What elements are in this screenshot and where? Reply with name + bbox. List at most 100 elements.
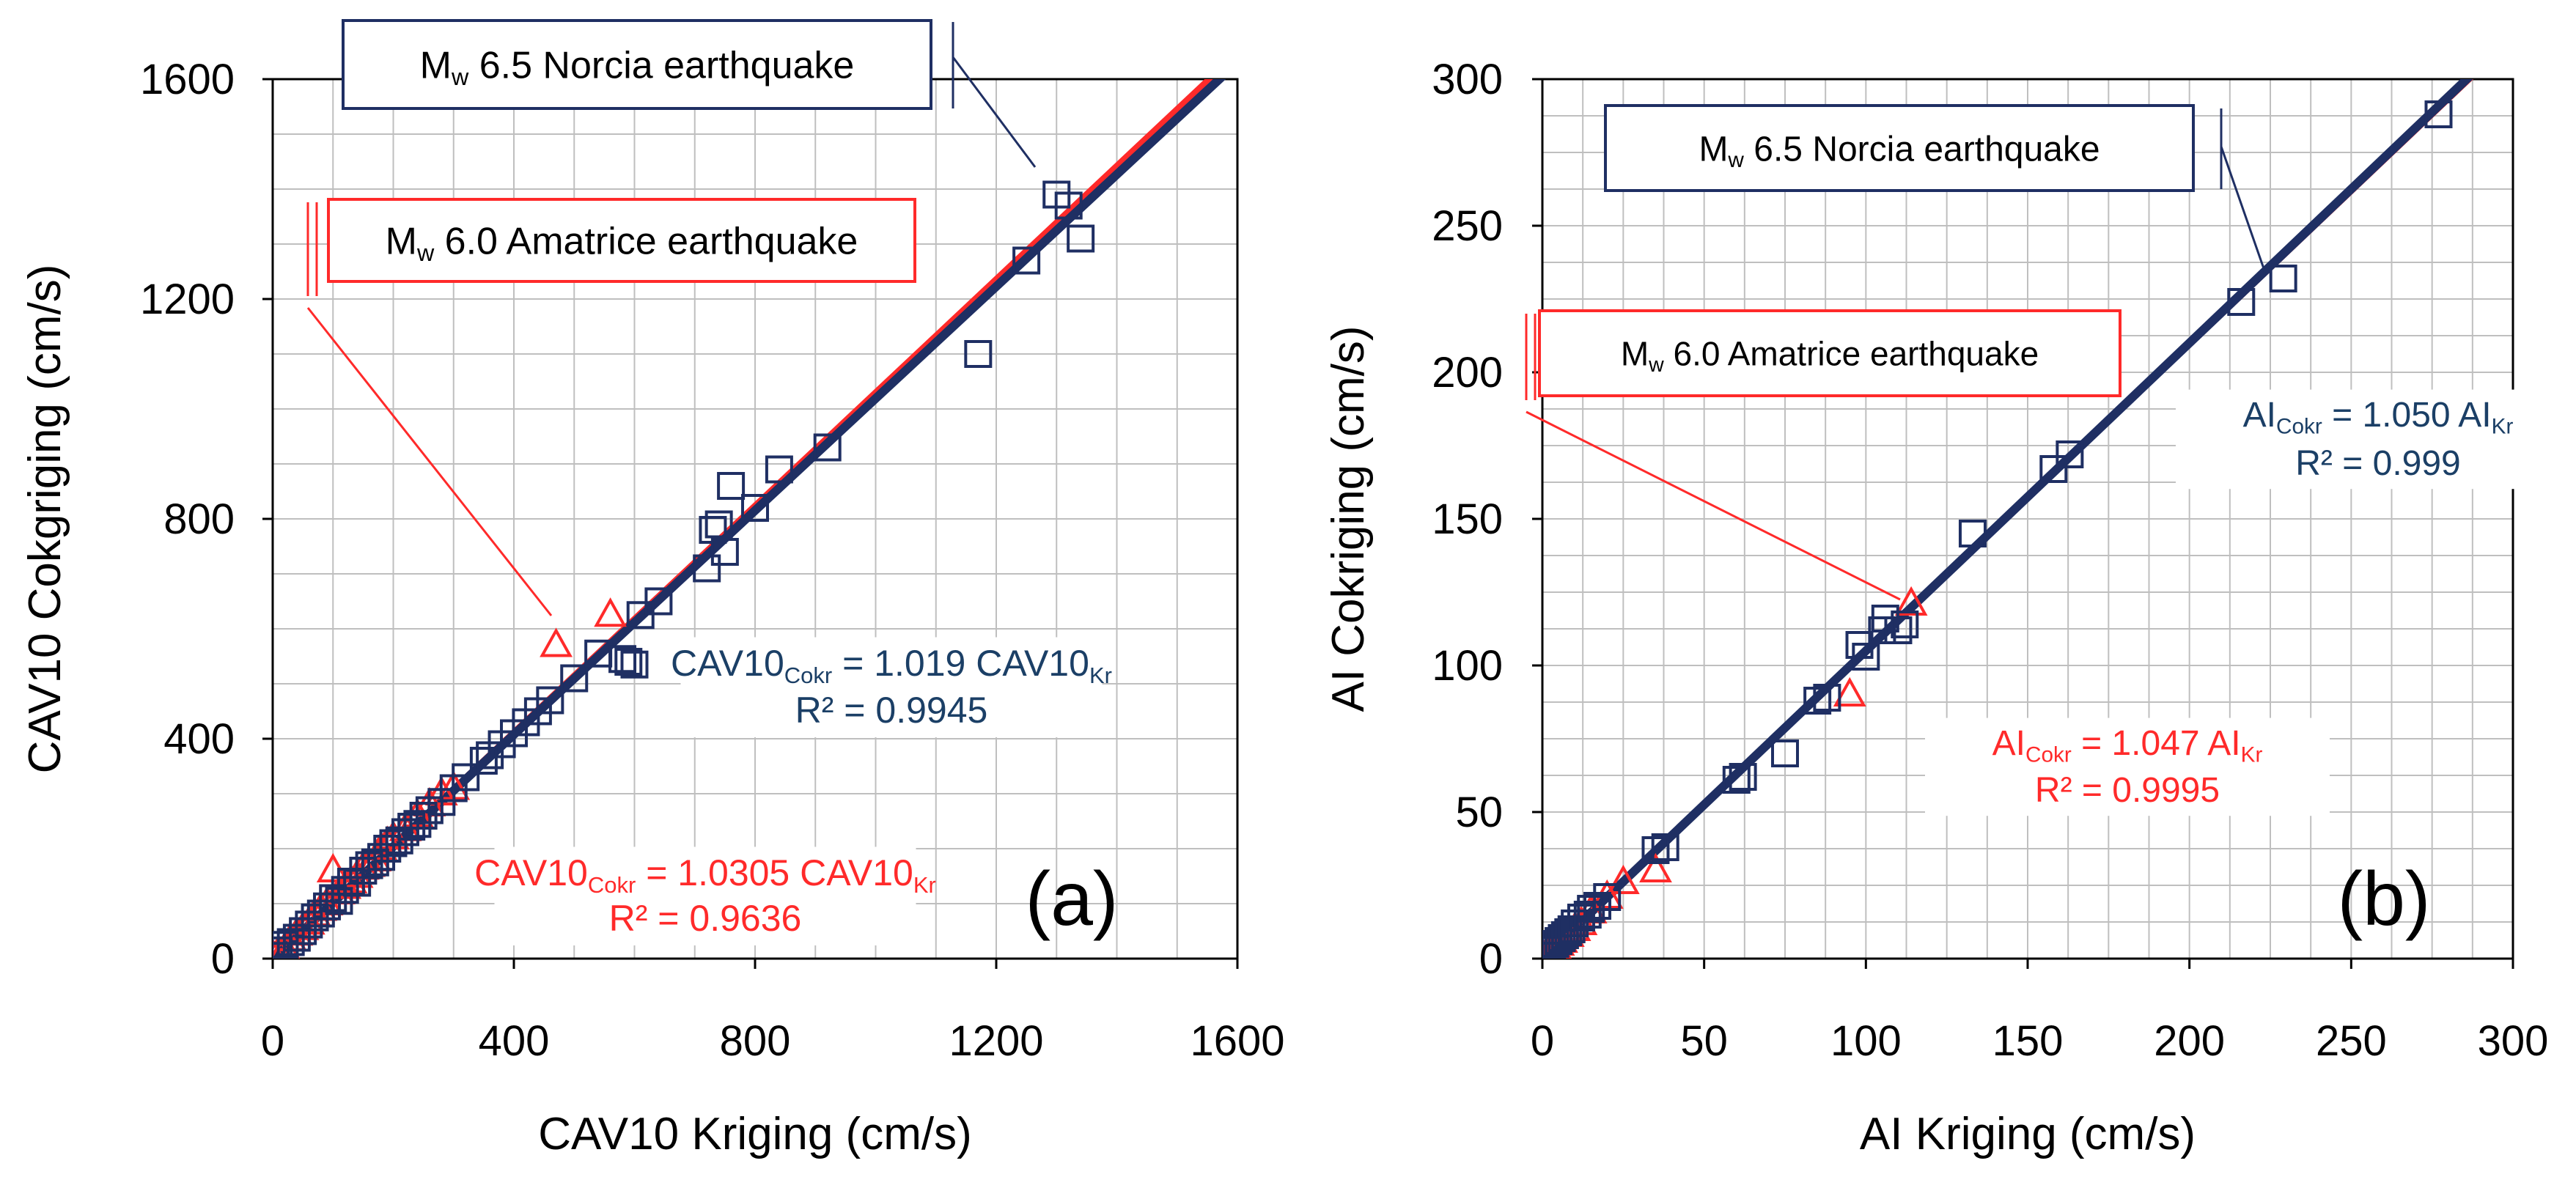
equation-r2: R² = 0.9636 <box>609 898 802 939</box>
fit-line-norcia <box>1542 79 2473 959</box>
data-point-square <box>1583 892 1612 920</box>
equation-text: CAV10Cokr = 1.019 CAV10Kr <box>671 643 1112 688</box>
x-tick-label: 1600 <box>1190 1017 1284 1065</box>
equation-text: CAV10Cokr = 1.0305 CAV10Kr <box>474 852 936 898</box>
data-point-square <box>1884 616 1913 644</box>
data-point-triangle <box>1639 852 1672 882</box>
equation-bg <box>680 637 1103 737</box>
data-point-square <box>452 763 480 792</box>
y-tick-label: 300 <box>1432 56 1503 103</box>
equation-lhs-sub: Cokr <box>588 872 636 898</box>
x-tick-label: 1200 <box>949 1017 1043 1065</box>
plot-area <box>273 79 1226 959</box>
data-point-square <box>710 538 739 566</box>
x-tick-label: 0 <box>1531 1017 1554 1065</box>
annotation-label: Mw 6.0 Amatrice earthquake <box>1621 335 2039 377</box>
equation-mid: = 1.047 AI <box>2072 724 2241 763</box>
equation-rhs-sub: Kr <box>2492 415 2514 439</box>
data-point-square <box>2424 100 2453 128</box>
data-point-square <box>1573 901 1602 929</box>
y-tick-label: 250 <box>1432 202 1503 250</box>
data-point-triangle <box>594 597 628 627</box>
data-point-square <box>1958 520 1987 547</box>
annotation-label: Mw 6.5 Norcia earthquake <box>1699 130 2100 172</box>
annotation-prefix: M <box>1621 335 1649 373</box>
data-point-triangle <box>1894 586 1928 616</box>
equation-rhs-sub: Kr <box>913 872 936 898</box>
equation-lhs: AI <box>2243 396 2276 435</box>
x-tick-label: 250 <box>2316 1017 2387 1065</box>
annotation-text: 6.5 Norcia earthquake <box>1744 130 2100 169</box>
equation-lhs: CAV10 <box>474 852 588 893</box>
data-point-triangle <box>540 627 573 657</box>
equation-rhs-sub: Kr <box>1089 663 1112 688</box>
data-point-square <box>1012 246 1041 275</box>
annotation-text: 6.0 Amatrice earthquake <box>434 221 858 263</box>
equation-bg <box>494 846 916 945</box>
annotation-amatrice: Mw 6.0 Amatrice earthquake <box>306 198 916 616</box>
equation-norcia: AICokr = 1.050 AIKr R² = 0.999 <box>2176 389 2576 490</box>
data-point-square <box>2039 455 2068 483</box>
data-point-square <box>964 340 993 368</box>
equation-lhs-sub: Cokr <box>2025 743 2072 767</box>
data-point-triangle <box>1606 864 1640 894</box>
data-point-square <box>620 650 649 679</box>
equation-bg <box>2176 389 2576 490</box>
data-point-square <box>1803 687 1832 715</box>
panel-label: (a) <box>1025 857 1118 942</box>
equation-lhs-sub: Cokr <box>784 663 832 688</box>
equation-rhs-sub: Kr <box>2241 743 2263 767</box>
x-tick-label: 100 <box>1830 1017 1902 1065</box>
data-point-square <box>1593 883 1622 911</box>
data-point-square <box>813 433 842 462</box>
equation-r2: R² = 0.9945 <box>795 690 988 731</box>
data-point-square <box>765 455 793 484</box>
data-point-square <box>1067 224 1095 253</box>
annotation-subscript: w <box>1648 353 1664 377</box>
data-point-square <box>536 686 564 715</box>
equation-bg <box>1925 717 2330 816</box>
plot-area <box>1542 79 2474 959</box>
annotation-box <box>327 198 916 283</box>
annotation-subscript: w <box>1727 148 1744 172</box>
y-tick-label: 150 <box>1432 495 1503 543</box>
equation-mid: = 1.0305 CAV10 <box>636 852 913 893</box>
data-point-square <box>2227 288 2256 316</box>
equation-text: AICokr = 1.050 AIKr <box>2243 396 2514 439</box>
annotation-box <box>1538 309 2121 397</box>
annotation-label: Mw 6.5 Norcia earthquake <box>420 45 855 90</box>
panel-a: 0 400 800 1200 1600 0 400 800 1200 1600 CAV10 Krig… <box>20 19 1285 1159</box>
annotation-prefix: M <box>1699 130 1728 169</box>
y-axis-label: CAV10 Cokgriging (cm/s) <box>20 265 70 774</box>
data-point-square <box>741 494 769 522</box>
data-point-square <box>469 747 498 775</box>
x-axis-label: AI Kriging (cm/s) <box>1860 1109 2196 1159</box>
annotation-box <box>1604 104 2195 192</box>
annotation-text: 6.5 Norcia earthquake <box>468 45 854 87</box>
equation-text: AICokr = 1.047 AIKr <box>1992 724 2263 767</box>
data-point-square <box>1641 836 1670 864</box>
x-tick-label: 0 <box>261 1017 284 1065</box>
annotation-amatrice: Mw 6.0 Amatrice earthquake <box>1525 309 2121 601</box>
data-point-square <box>1891 610 1919 638</box>
data-point-square <box>2269 265 2297 292</box>
leader-line <box>306 307 553 616</box>
annotation-prefix: M <box>386 221 417 263</box>
data-point-square <box>717 472 746 500</box>
data-point-square <box>693 554 721 583</box>
leader-line <box>2220 146 2267 273</box>
panel-label: (b) <box>2337 857 2430 942</box>
equation-lhs-sub: Cokr <box>2276 415 2322 439</box>
data-point-square <box>704 510 733 539</box>
equation-lhs: AI <box>1992 724 2025 763</box>
equation-mid: = 1.019 CAV10 <box>832 643 1089 684</box>
data-point-square <box>1729 763 1757 791</box>
annotation-norcia: Mw 6.5 Norcia earthquake <box>1604 104 2267 273</box>
equation-lhs: CAV10 <box>671 643 784 684</box>
data-point-square <box>1771 739 1799 767</box>
data-point-square <box>1651 833 1679 861</box>
equation-r2: R² = 0.999 <box>2295 444 2460 483</box>
equation-amatrice: AICokr = 1.047 AIKr R² = 0.9995 <box>1925 717 2330 816</box>
